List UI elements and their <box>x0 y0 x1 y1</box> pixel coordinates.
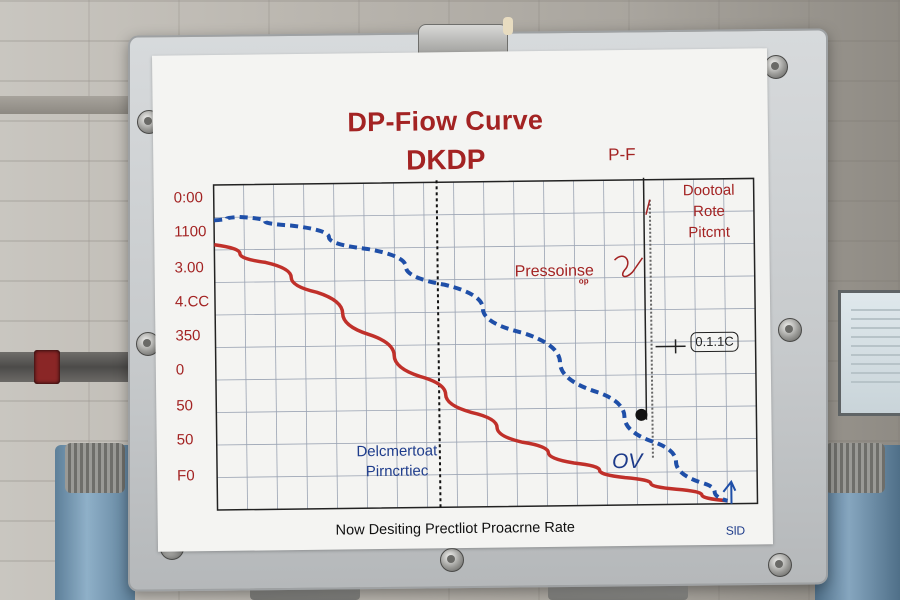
grid-line-horizontal <box>215 340 756 348</box>
grid-line-horizontal <box>215 373 756 381</box>
background-monitor <box>838 290 900 416</box>
grid-line-horizontal <box>216 405 757 413</box>
wall-pipe <box>0 352 135 382</box>
ov-label: OV <box>611 449 643 474</box>
corner-label: SlD <box>725 523 746 538</box>
marker-arrow <box>645 199 651 215</box>
wall-alarm-box <box>34 350 60 384</box>
grid-line-horizontal <box>213 210 754 218</box>
boxed-value: 0.1.1C <box>690 331 739 353</box>
operating-point <box>635 408 648 421</box>
grid-line-horizontal <box>214 243 755 251</box>
bolt-icon <box>764 55 788 79</box>
vertical-dotted-marker <box>435 180 442 508</box>
series-layer <box>213 214 729 503</box>
end-arrow <box>722 479 737 504</box>
series-line-red <box>214 242 728 503</box>
pressure-glyph <box>613 255 644 278</box>
pf-label: P-F <box>608 144 636 165</box>
grid-line-horizontal <box>214 275 755 283</box>
vertical-chain-line <box>648 199 654 460</box>
grid-line-horizontal <box>216 438 757 446</box>
plot-area <box>212 177 759 511</box>
series-line-blue-dashed <box>213 214 729 503</box>
right-annotation: Pitcmt <box>688 223 731 242</box>
plot-frame <box>212 177 759 511</box>
right-annotation: Dootoal <box>682 181 735 200</box>
right-cylinder <box>815 443 900 600</box>
op-label: op <box>578 276 589 286</box>
bolt-icon <box>778 318 802 342</box>
grid-line-horizontal <box>217 470 758 478</box>
right-annotation: Rote <box>692 202 725 221</box>
left-cylinder <box>55 443 135 600</box>
wall-pipe-upper <box>0 96 140 114</box>
bolt-icon <box>768 553 792 577</box>
plot-grid <box>213 178 758 510</box>
bottom-left-annotation: Pirncrtiec <box>365 462 429 481</box>
chart-sheet: DP-Fiow Curve DKDP 0:00 1100 3.00 4.CC 3… <box>151 48 774 552</box>
bottom-left-annotation: Delcmertoat <box>356 442 438 461</box>
bolt-icon <box>440 548 464 572</box>
vertical-marker-line <box>642 177 648 420</box>
